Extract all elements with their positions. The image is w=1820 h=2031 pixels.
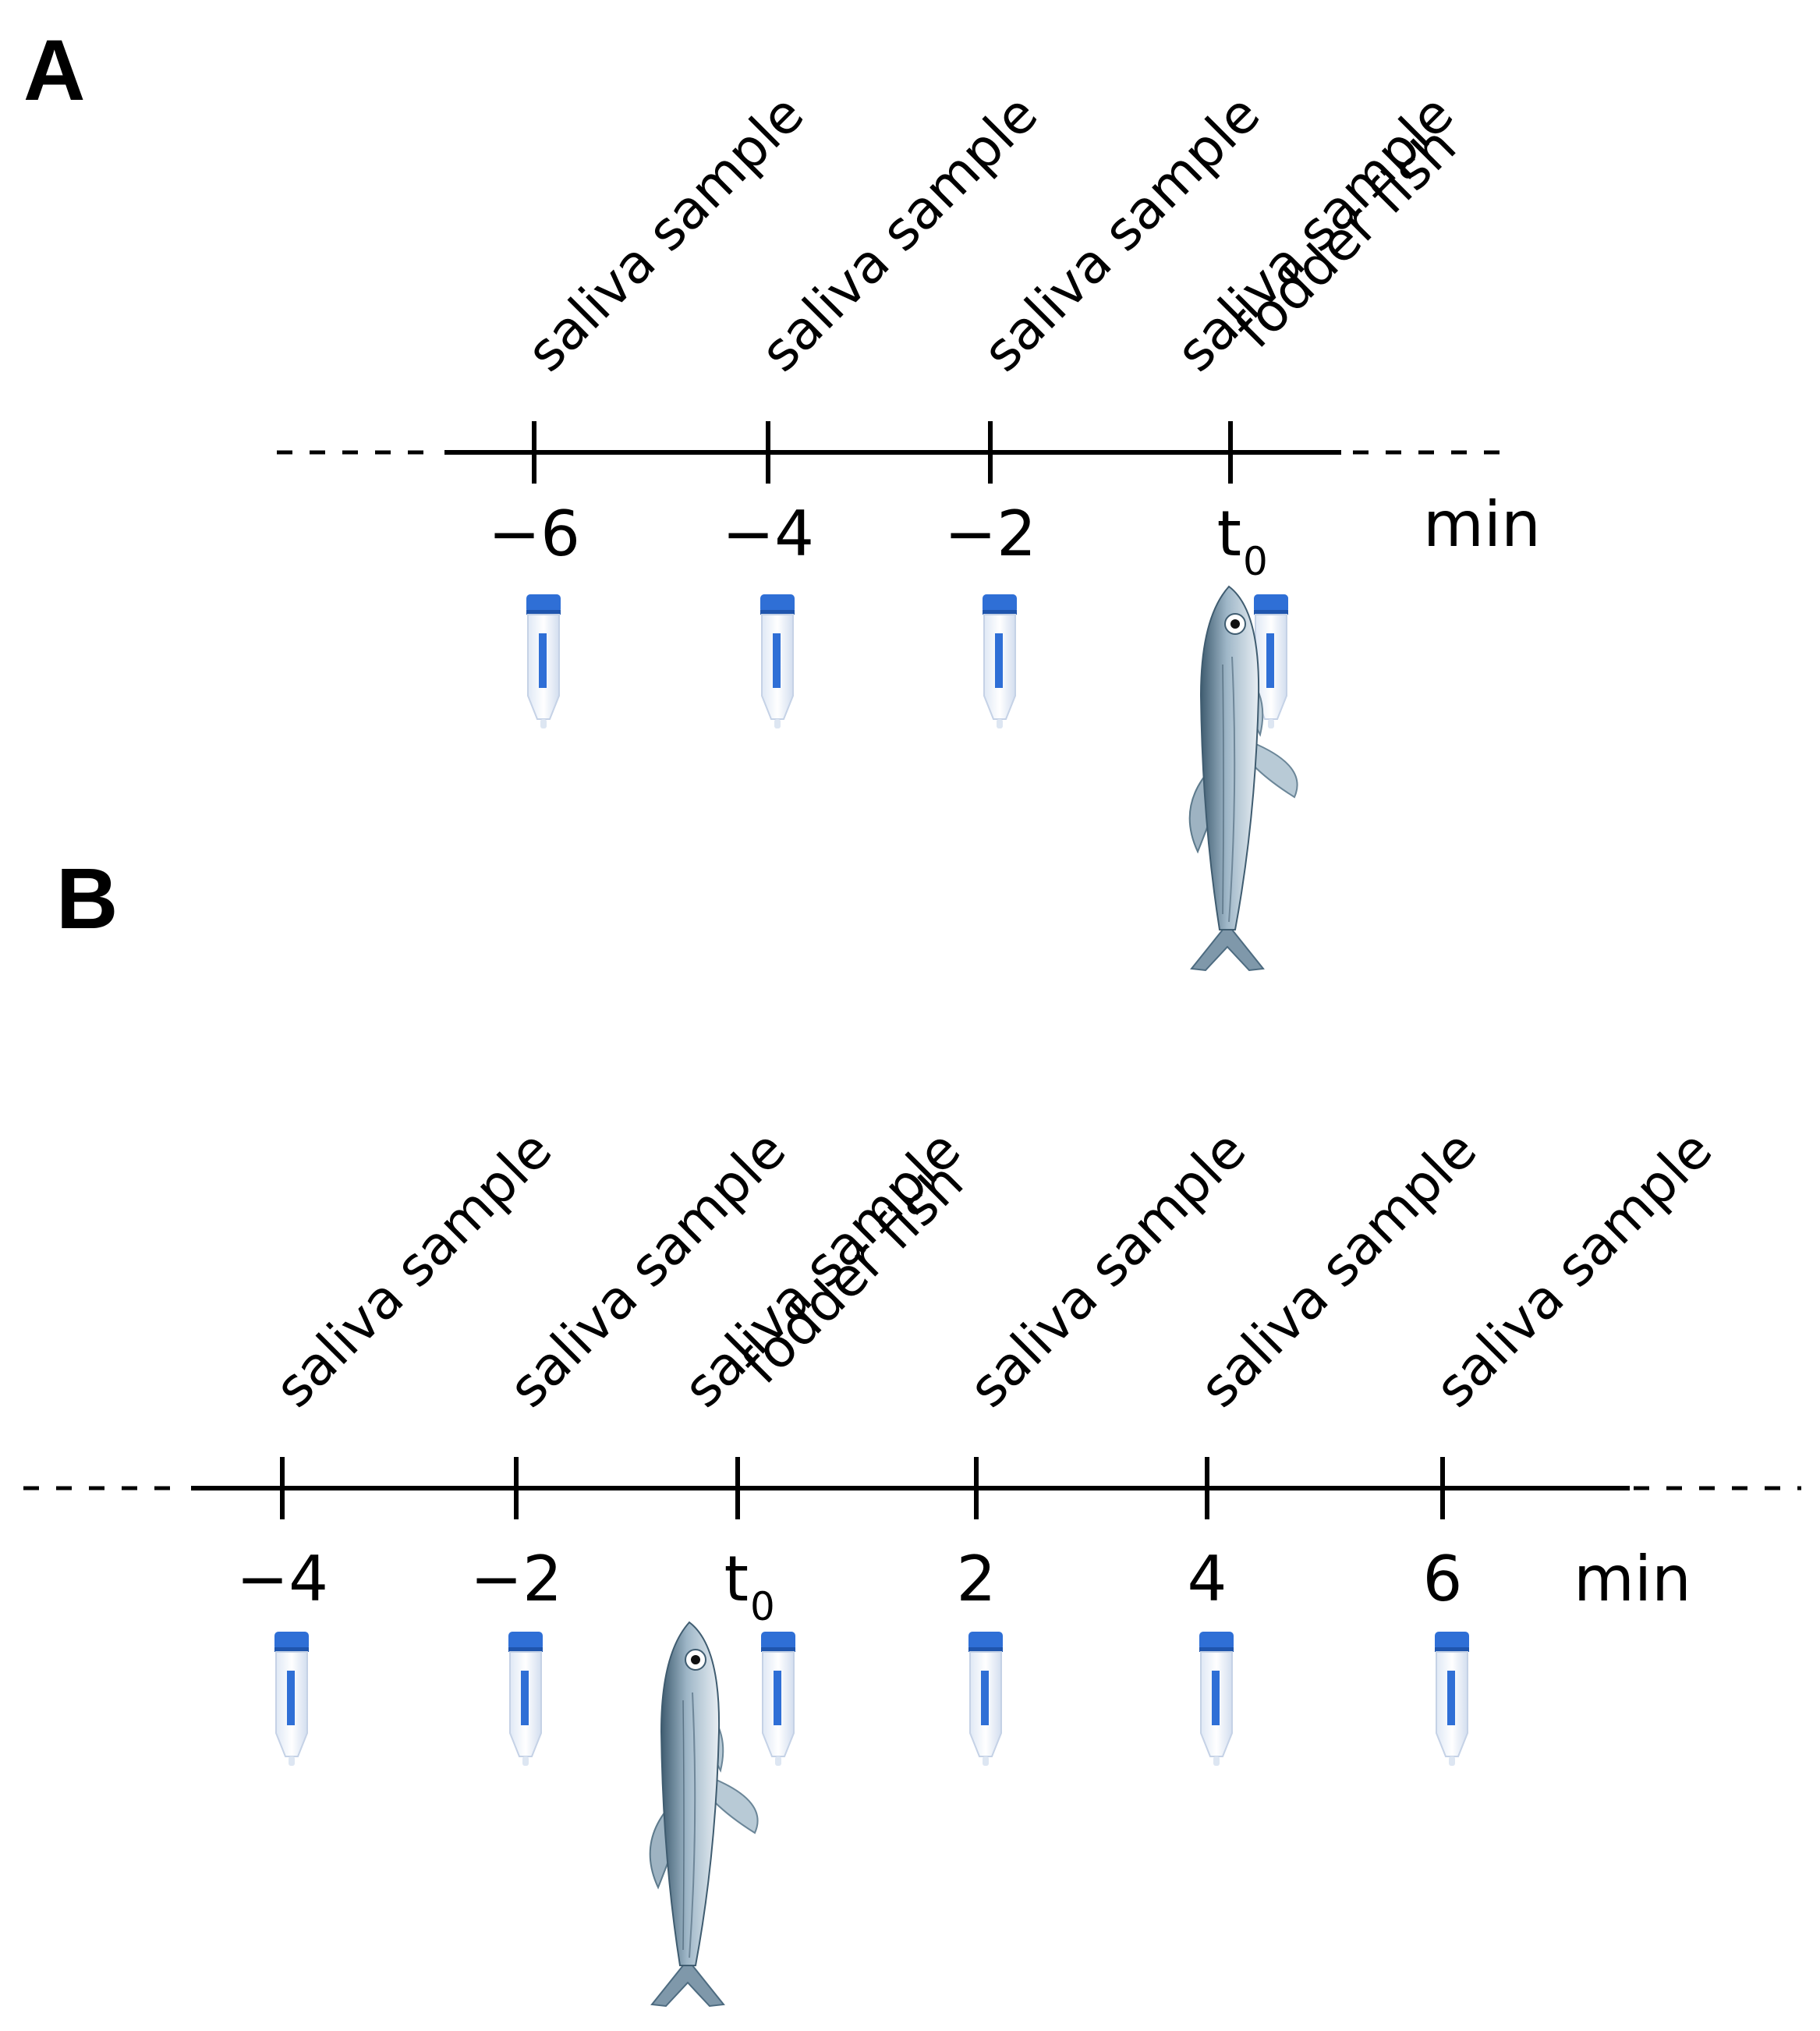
tick-label: −4 <box>236 1543 328 1615</box>
sample-tube-icon <box>760 1631 796 1767</box>
tick-label: −2 <box>944 498 1036 570</box>
sample-tube-icon <box>1199 1631 1234 1767</box>
tick-label: 4 <box>1188 1543 1227 1615</box>
tick-label: t <box>724 1543 749 1615</box>
time-unit-label: min <box>1574 1543 1691 1615</box>
sample-tube-icon <box>968 1631 1004 1767</box>
tick-label: 2 <box>957 1543 997 1615</box>
tick-label: −4 <box>722 498 814 570</box>
time-unit-label: min <box>1423 488 1541 561</box>
tick-label: −2 <box>470 1543 562 1615</box>
sample-tube-icon <box>274 1631 310 1767</box>
sample-tube-icon <box>982 594 1018 729</box>
tick-label: −6 <box>488 498 580 570</box>
fodder-fish-icon <box>649 1622 759 2007</box>
sample-tube-icon <box>760 594 795 729</box>
tick-label: t <box>1217 498 1241 570</box>
tick-label: 6 <box>1423 1543 1463 1615</box>
panel-letter: B <box>56 851 118 947</box>
tick-label-subscript: 0 <box>1243 539 1268 584</box>
sample-tube-icon <box>1434 1631 1470 1767</box>
tick-label-subscript: 0 <box>750 1584 775 1629</box>
panel-letter: A <box>23 23 85 119</box>
sample-tube-icon <box>526 594 561 729</box>
sample-tube-icon <box>508 1631 544 1767</box>
